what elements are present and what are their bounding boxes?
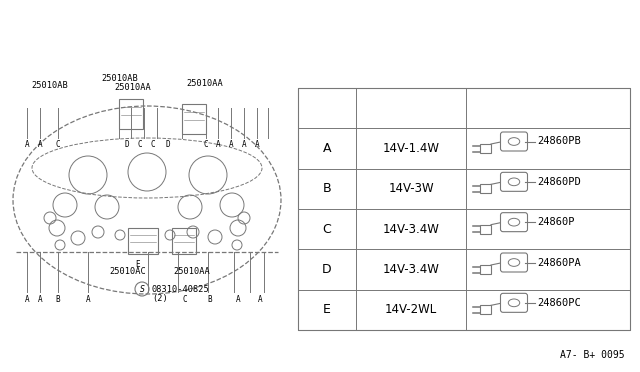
Text: 14V-3W: 14V-3W [388, 182, 434, 195]
Text: 24860PD: 24860PD [537, 177, 580, 187]
Text: 24860PC: 24860PC [537, 298, 580, 308]
Text: C: C [323, 223, 332, 236]
Text: A: A [228, 140, 234, 149]
FancyBboxPatch shape [500, 253, 527, 272]
Text: 14V-1.4W: 14V-1.4W [383, 142, 440, 155]
Text: E: E [323, 303, 331, 316]
Text: C: C [138, 140, 142, 149]
Text: A: A [258, 295, 262, 304]
Text: 24860PA: 24860PA [537, 257, 580, 267]
Bar [128, 228, 158, 254]
Text: 25010AA: 25010AA [187, 79, 223, 88]
Text: 24860PB: 24860PB [537, 137, 580, 147]
FancyBboxPatch shape [500, 213, 527, 232]
Text: (2): (2) [152, 294, 168, 302]
Text: A: A [86, 295, 90, 304]
Text: 25010AA: 25010AA [115, 83, 152, 92]
Text: 08310-40825: 08310-40825 [152, 285, 210, 294]
Text: 14V-3.4W: 14V-3.4W [383, 223, 440, 236]
Bar [480, 305, 491, 314]
Text: C: C [182, 295, 188, 304]
Text: C: C [150, 140, 156, 149]
Text: D: D [166, 140, 170, 149]
Text: A: A [236, 295, 240, 304]
Bar [480, 225, 491, 234]
Bar [480, 265, 491, 274]
Bar [119, 99, 143, 129]
Text: D: D [322, 263, 332, 276]
FancyBboxPatch shape [500, 294, 527, 312]
Bar [298, 88, 630, 330]
Text: E: E [136, 260, 140, 269]
Text: 14V-2WL: 14V-2WL [385, 303, 437, 316]
Text: B: B [56, 295, 60, 304]
Text: B: B [208, 295, 212, 304]
Text: A: A [25, 140, 29, 149]
Bar [172, 228, 196, 254]
Text: A: A [242, 140, 246, 149]
Text: A: A [216, 140, 220, 149]
Bar [480, 144, 491, 153]
Bar [182, 104, 206, 134]
Text: A: A [323, 142, 332, 155]
Text: C: C [204, 140, 208, 149]
Text: A: A [25, 295, 29, 304]
Text: 14V-3.4W: 14V-3.4W [383, 263, 440, 276]
FancyBboxPatch shape [500, 172, 527, 191]
Text: B: B [323, 182, 332, 195]
Text: A: A [255, 140, 259, 149]
Text: D: D [125, 140, 129, 149]
Text: 25010AB: 25010AB [31, 81, 68, 90]
Text: 25010AB: 25010AB [102, 74, 138, 83]
Text: 25010AC: 25010AC [109, 267, 147, 276]
Text: S: S [140, 285, 145, 294]
Bar [480, 185, 491, 193]
Text: 24860P: 24860P [537, 217, 575, 227]
Text: C: C [56, 140, 60, 149]
Text: A7- B+ 0095: A7- B+ 0095 [561, 350, 625, 360]
Text: A: A [38, 295, 42, 304]
Text: 25010AA: 25010AA [173, 267, 211, 276]
FancyBboxPatch shape [500, 132, 527, 151]
Text: A: A [38, 140, 42, 149]
